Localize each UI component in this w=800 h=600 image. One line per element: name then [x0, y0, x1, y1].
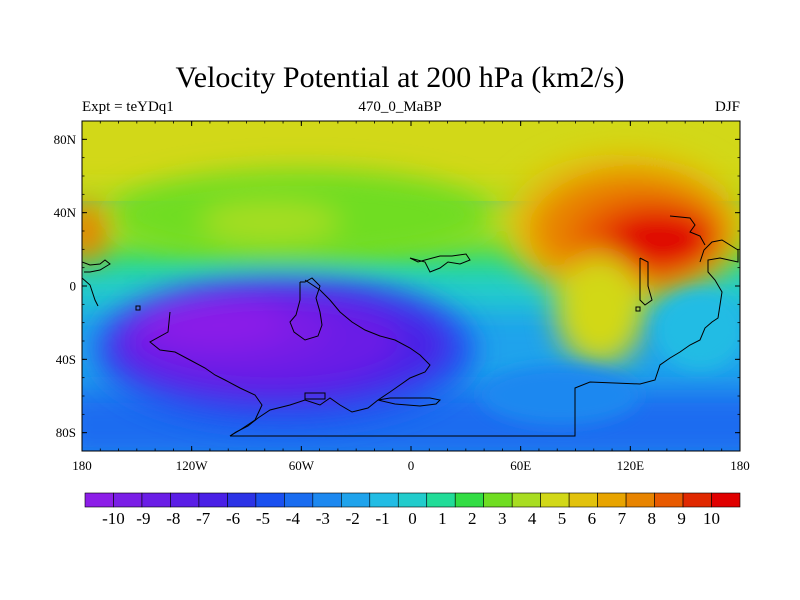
colorbar-label: 6 — [588, 509, 597, 528]
x-tick-label: 180 — [72, 458, 92, 473]
y-tick-label: 40S — [56, 352, 76, 367]
x-tick-label: 120W — [176, 458, 209, 473]
y-tick-label: 80S — [56, 425, 76, 440]
island-1 — [635, 306, 641, 312]
x-tick-label: 60E — [510, 458, 531, 473]
colorbar-swatch — [113, 492, 143, 508]
colorbar-swatch — [170, 492, 200, 508]
colorbar-label: -3 — [316, 509, 330, 528]
colorbar-swatch — [84, 492, 114, 508]
colorbar-swatch — [568, 492, 598, 508]
coastline-east-asia — [669, 215, 706, 246]
colorbar-swatch — [255, 492, 285, 508]
colorbar-swatch — [511, 492, 541, 508]
coastline-south-america — [289, 277, 323, 341]
coastline-asia — [639, 257, 653, 306]
x-tick-label: 120E — [617, 458, 645, 473]
colorbar-swatch — [397, 492, 428, 508]
colorbar-label: -9 — [136, 509, 150, 528]
colorbar-label: 0 — [408, 509, 417, 528]
colorbar: -10 -9 -8 -7 -6 -5 -4 -3 -2 -1 0 1 2 3 4 5 6 7 8 9 10 — [84, 492, 741, 528]
colorbar-label: -8 — [166, 509, 180, 528]
colorbar-swatch — [711, 492, 741, 508]
colorbar-label: 4 — [528, 509, 537, 528]
x-tick-label: 60W — [289, 458, 315, 473]
colorbar-swatch — [625, 492, 655, 508]
coastline-pacific-west — [82, 277, 99, 307]
coastlines — [82, 215, 739, 437]
colorbar-swatch — [227, 492, 257, 508]
x-tick-label: 0 — [408, 458, 415, 473]
island-3 — [304, 392, 326, 400]
colorbar-label: 7 — [618, 509, 627, 528]
period-label: 470_0_MaBP — [358, 99, 442, 115]
colorbar-label: -2 — [346, 509, 360, 528]
field-details — [480, 290, 740, 425]
colorbar-label: 9 — [677, 509, 686, 528]
colorbar-label: -7 — [196, 509, 211, 528]
coastline-africa — [377, 397, 442, 407]
experiment-label: Expt = teYDq1 — [82, 99, 174, 115]
colorbar-label: 3 — [498, 509, 507, 528]
colorbar-swatch — [483, 492, 513, 508]
velocity-potential-field — [82, 121, 740, 451]
colorbar-swatch — [540, 492, 570, 508]
colorbar-swatch — [312, 492, 342, 508]
coastline-antarctic-edge — [230, 239, 739, 437]
coastline-west-africa — [409, 253, 471, 273]
colorbar-label: -4 — [286, 509, 301, 528]
island-2 — [135, 305, 141, 311]
colorbar-label: -1 — [376, 509, 390, 528]
y-tick-label: 80N — [54, 132, 77, 147]
y-tick-label: 40N — [54, 205, 77, 220]
colorbar-label: -10 — [102, 509, 125, 528]
colorbar-label: -5 — [256, 509, 270, 528]
colorbar-swatch — [597, 492, 627, 508]
colorbar-label: 2 — [468, 509, 477, 528]
colorbar-swatch — [426, 492, 456, 508]
colorbar-swatch — [682, 492, 712, 508]
colorbar-label: 1 — [438, 509, 447, 528]
plot-title: Velocity Potential at 200 hPa (km2/s) — [175, 61, 625, 94]
coastline-south-america-east — [229, 279, 431, 437]
colorbar-swatch — [198, 492, 228, 508]
colorbar-swatch — [454, 492, 484, 508]
colorbar-label: 10 — [703, 509, 720, 528]
colorbar-swatch — [341, 492, 371, 508]
field-anomalies — [82, 150, 740, 425]
colorbar-swatch — [654, 492, 684, 508]
season-label: DJF — [714, 99, 740, 115]
colorbar-swatch — [369, 492, 399, 508]
y-tick-label: 0 — [70, 279, 77, 294]
axis-ticks: 180 120W 60W 0 60E 120E 180 80N 40N 0 40S 80S — [54, 120, 750, 473]
colorbar-label: 8 — [647, 509, 656, 528]
colorbar-swatch — [141, 492, 171, 508]
x-tick-label: 180 — [730, 458, 750, 473]
colorbar-label: -6 — [226, 509, 240, 528]
coastline-dateline — [82, 259, 111, 273]
coastline-north-america — [149, 311, 263, 437]
colorbar-label: 5 — [558, 509, 567, 528]
colorbar-swatch — [284, 492, 314, 508]
